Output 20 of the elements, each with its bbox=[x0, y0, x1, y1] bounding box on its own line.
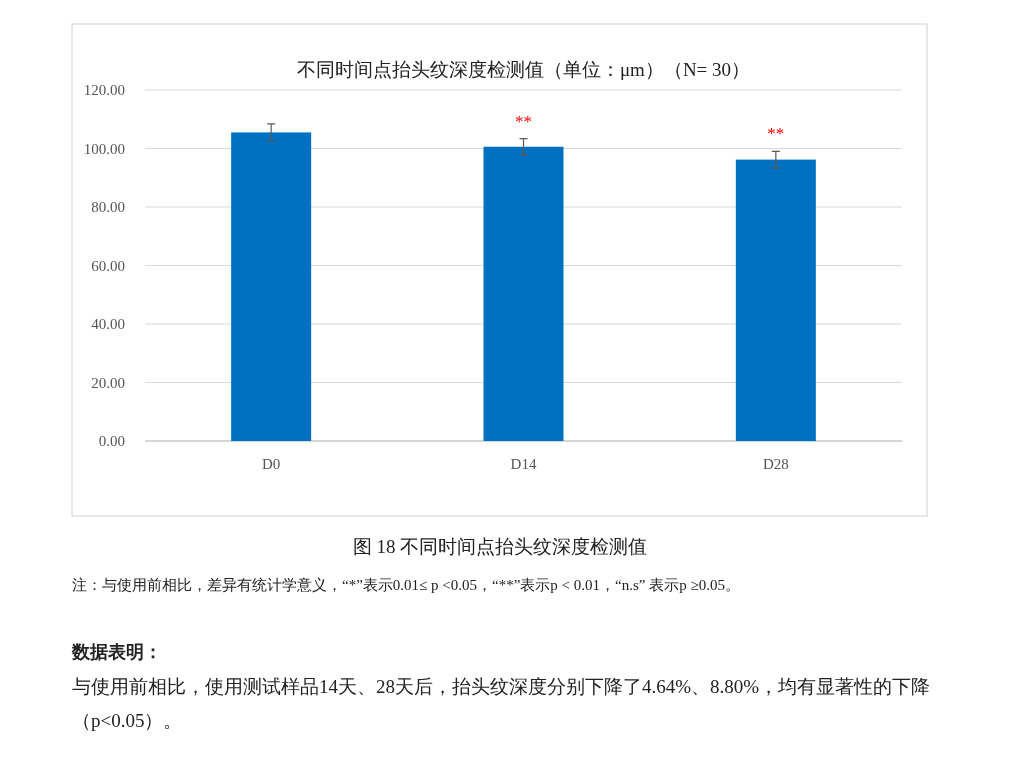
y-tick-label: 20.00 bbox=[91, 374, 125, 391]
y-tick-label: 40.00 bbox=[91, 316, 125, 332]
y-tick-label: 100.00 bbox=[83, 140, 125, 157]
chart-title: 不同时间点抬头纹深度检测值（单位：μm）（N= 30） bbox=[296, 59, 751, 80]
bar bbox=[483, 146, 564, 441]
text: 与使用前相比，使用测试样品14天、28天后，抬头纹深度分别下降了4.64%、8.80%，均有显著性的下降（p<0.05）。 bbox=[72, 676, 931, 731]
x-tick-label: D28 bbox=[762, 456, 789, 472]
annotation: ** bbox=[515, 111, 532, 131]
caption: 图 18 不同时间点抬头纹深度检测值 bbox=[352, 536, 648, 557]
x-tick-label: D0 bbox=[261, 456, 281, 472]
bar bbox=[231, 132, 312, 441]
y-tick-label: 0.00 bbox=[98, 433, 125, 449]
y-tick-label: 80.00 bbox=[91, 199, 125, 215]
y-tick-label: 120.00 bbox=[83, 82, 125, 98]
annotation: ** bbox=[767, 124, 785, 144]
y-tick-label: 60.00 bbox=[91, 257, 125, 274]
x-tick-label: D14 bbox=[510, 456, 537, 472]
bar bbox=[735, 159, 816, 441]
text: 数据表明： bbox=[71, 642, 162, 662]
text: 注：与使用前相比，差异有统计学意义，“*”表示0.01≤ p <0.05，“**”表示p < 0.01，“n.s” 表示p ≥0.05。 bbox=[72, 577, 740, 593]
